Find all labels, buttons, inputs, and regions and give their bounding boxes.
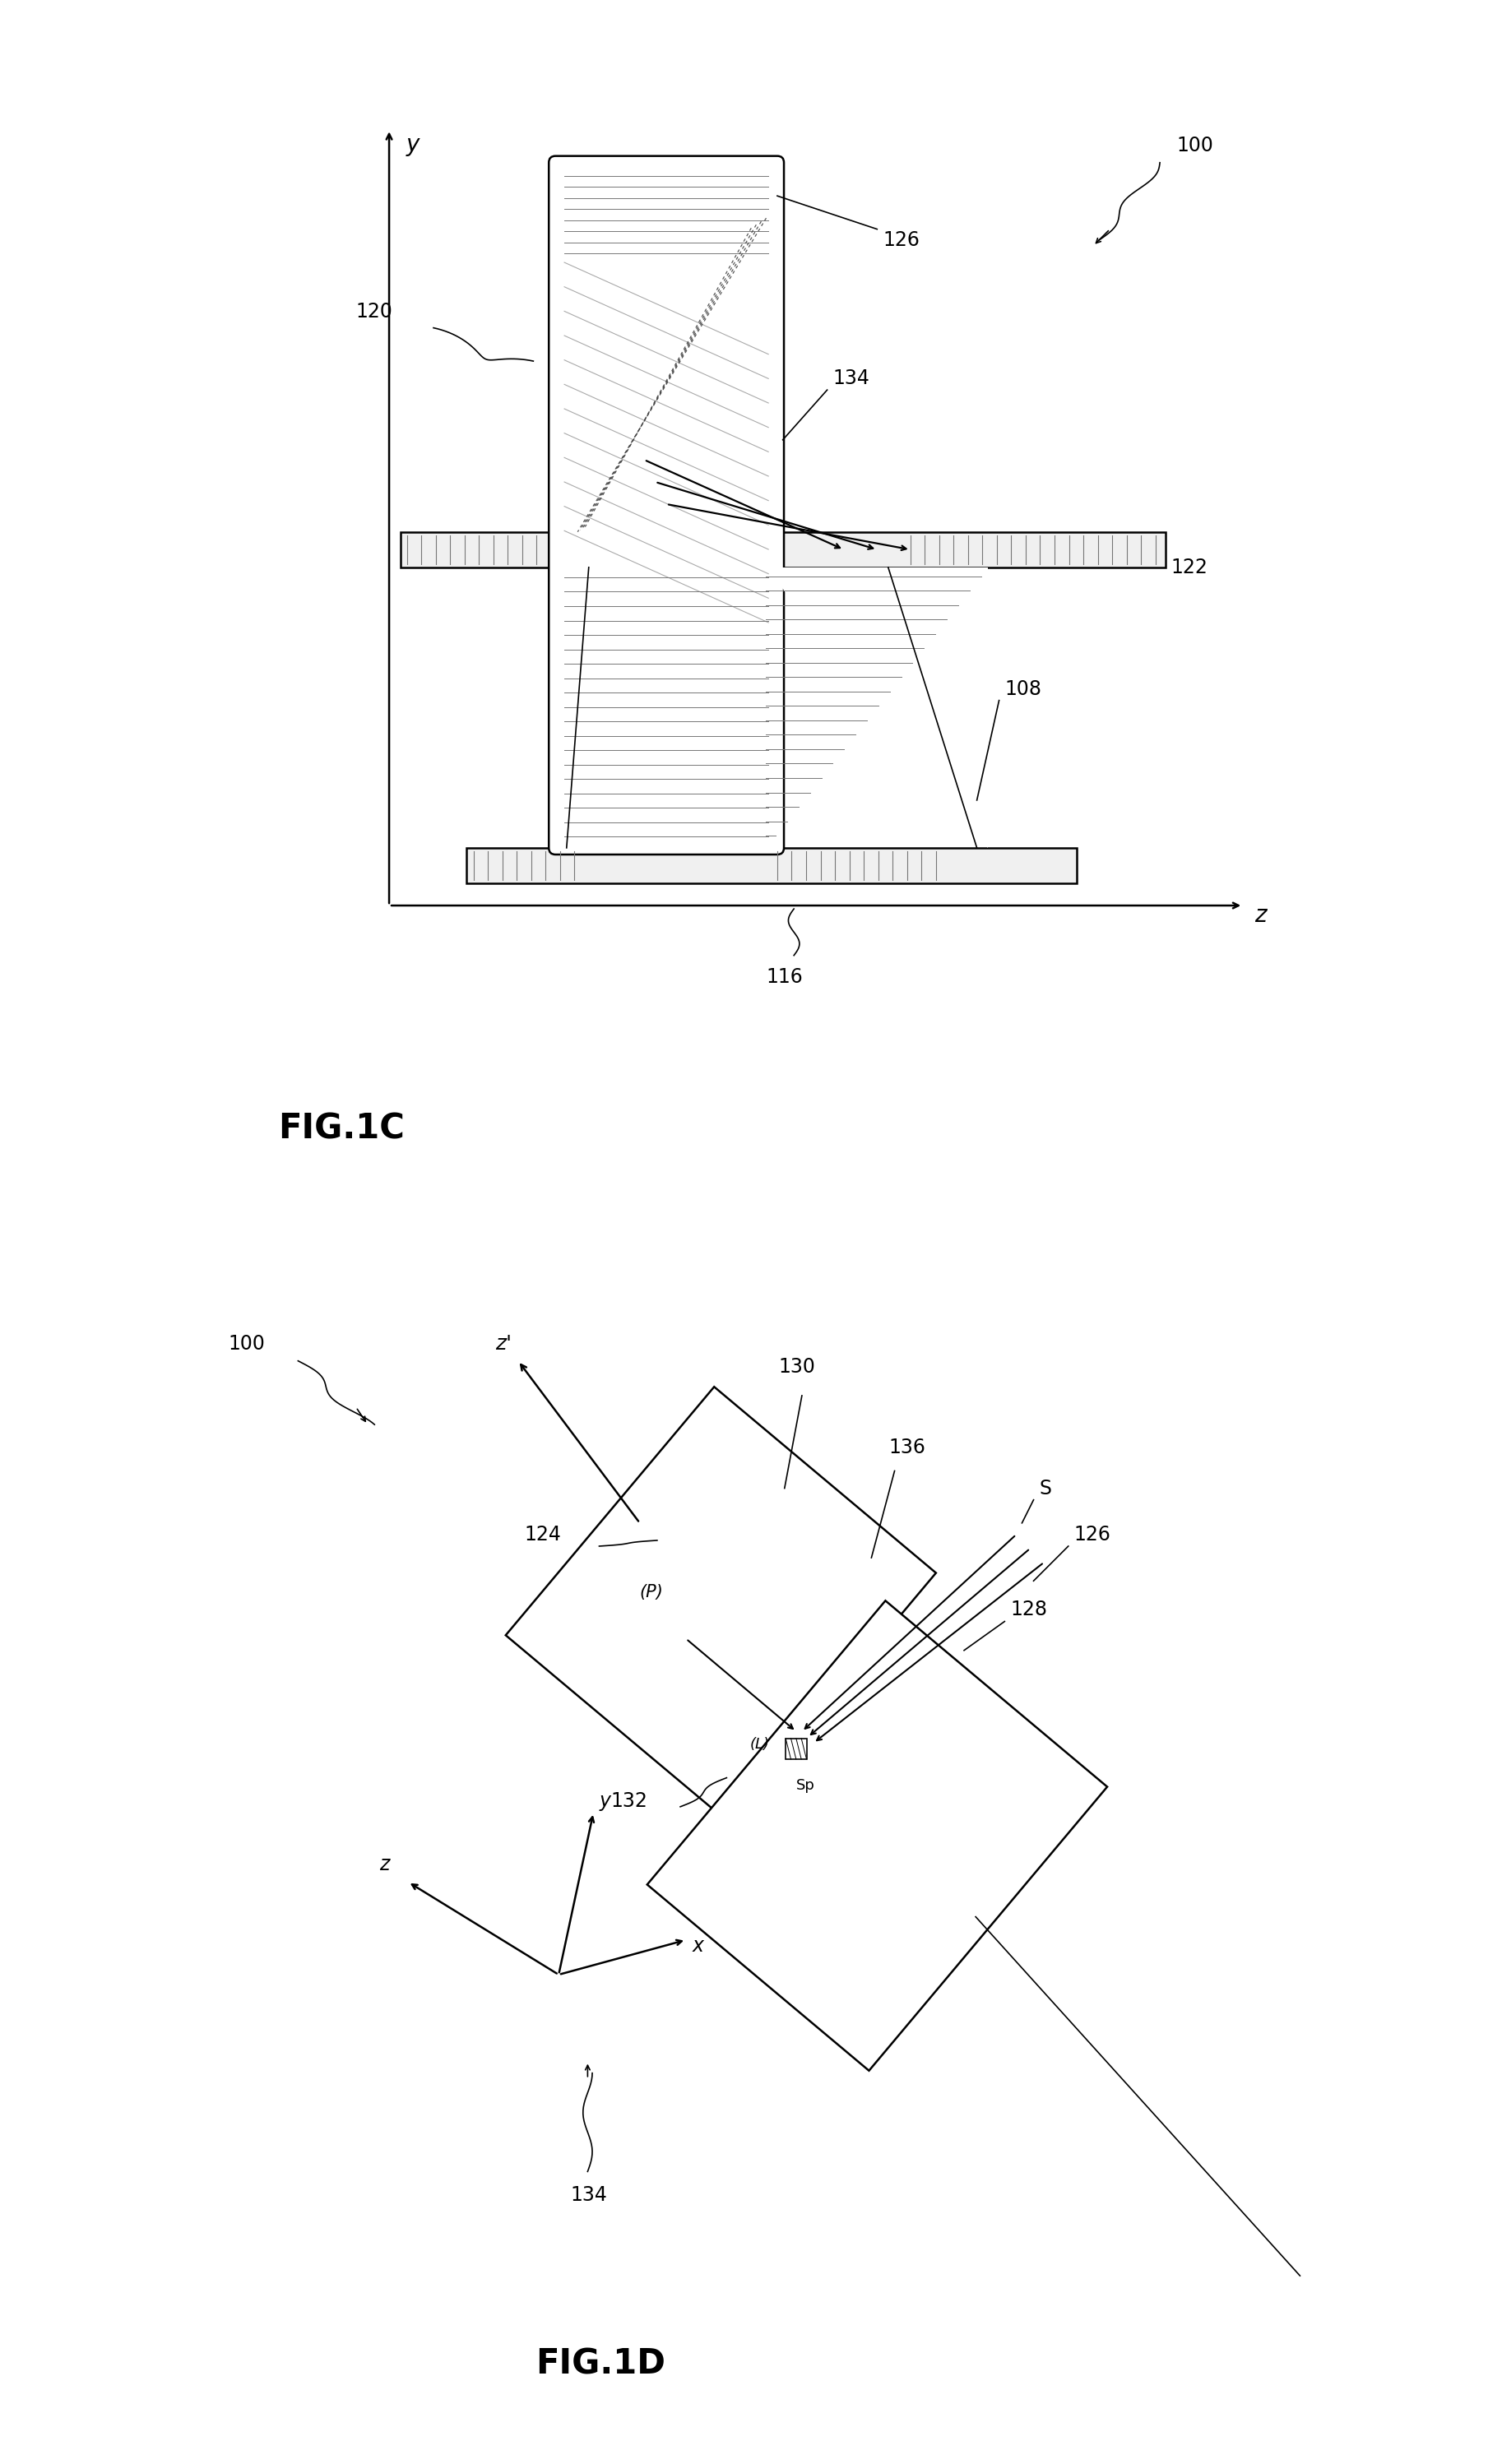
Text: 100: 100	[1177, 136, 1213, 155]
Text: 132: 132	[610, 1791, 647, 1811]
Text: 124: 124	[524, 1525, 561, 1545]
Text: 100: 100	[229, 1333, 265, 1353]
Polygon shape	[506, 1387, 936, 1821]
Bar	[786, 1740, 806, 1759]
Bar	[400, 532, 1165, 567]
Text: 130: 130	[778, 1358, 815, 1377]
Text: 134: 134	[570, 2186, 607, 2205]
Polygon shape	[766, 567, 988, 848]
Text: Sp: Sp	[796, 1779, 815, 1794]
Text: 122: 122	[1171, 557, 1208, 577]
Text: 134: 134	[833, 370, 869, 389]
Text: y: y	[406, 133, 420, 158]
Text: FIG.1C: FIG.1C	[278, 1111, 405, 1146]
Text: (L): (L)	[750, 1737, 769, 1752]
Text: 126: 126	[882, 229, 920, 249]
Text: 108: 108	[1004, 680, 1042, 700]
Text: y: y	[600, 1791, 610, 1811]
Text: 128: 128	[1010, 1599, 1048, 1619]
Text: 136: 136	[888, 1439, 926, 1459]
Text: FIG.1D: FIG.1D	[536, 2348, 665, 2383]
Text: z: z	[379, 1855, 390, 1875]
Text: 120: 120	[356, 303, 393, 323]
Bar	[467, 848, 1077, 882]
Text: S: S	[1039, 1478, 1052, 1498]
Text: (P): (P)	[640, 1584, 664, 1602]
Text: z': z'	[496, 1333, 512, 1353]
Text: 126: 126	[1074, 1525, 1112, 1545]
Polygon shape	[647, 1602, 1107, 2070]
Text: 116: 116	[766, 968, 804, 988]
Text: z: z	[1254, 904, 1266, 926]
FancyBboxPatch shape	[549, 155, 784, 855]
Text: x: x	[692, 1937, 704, 1956]
